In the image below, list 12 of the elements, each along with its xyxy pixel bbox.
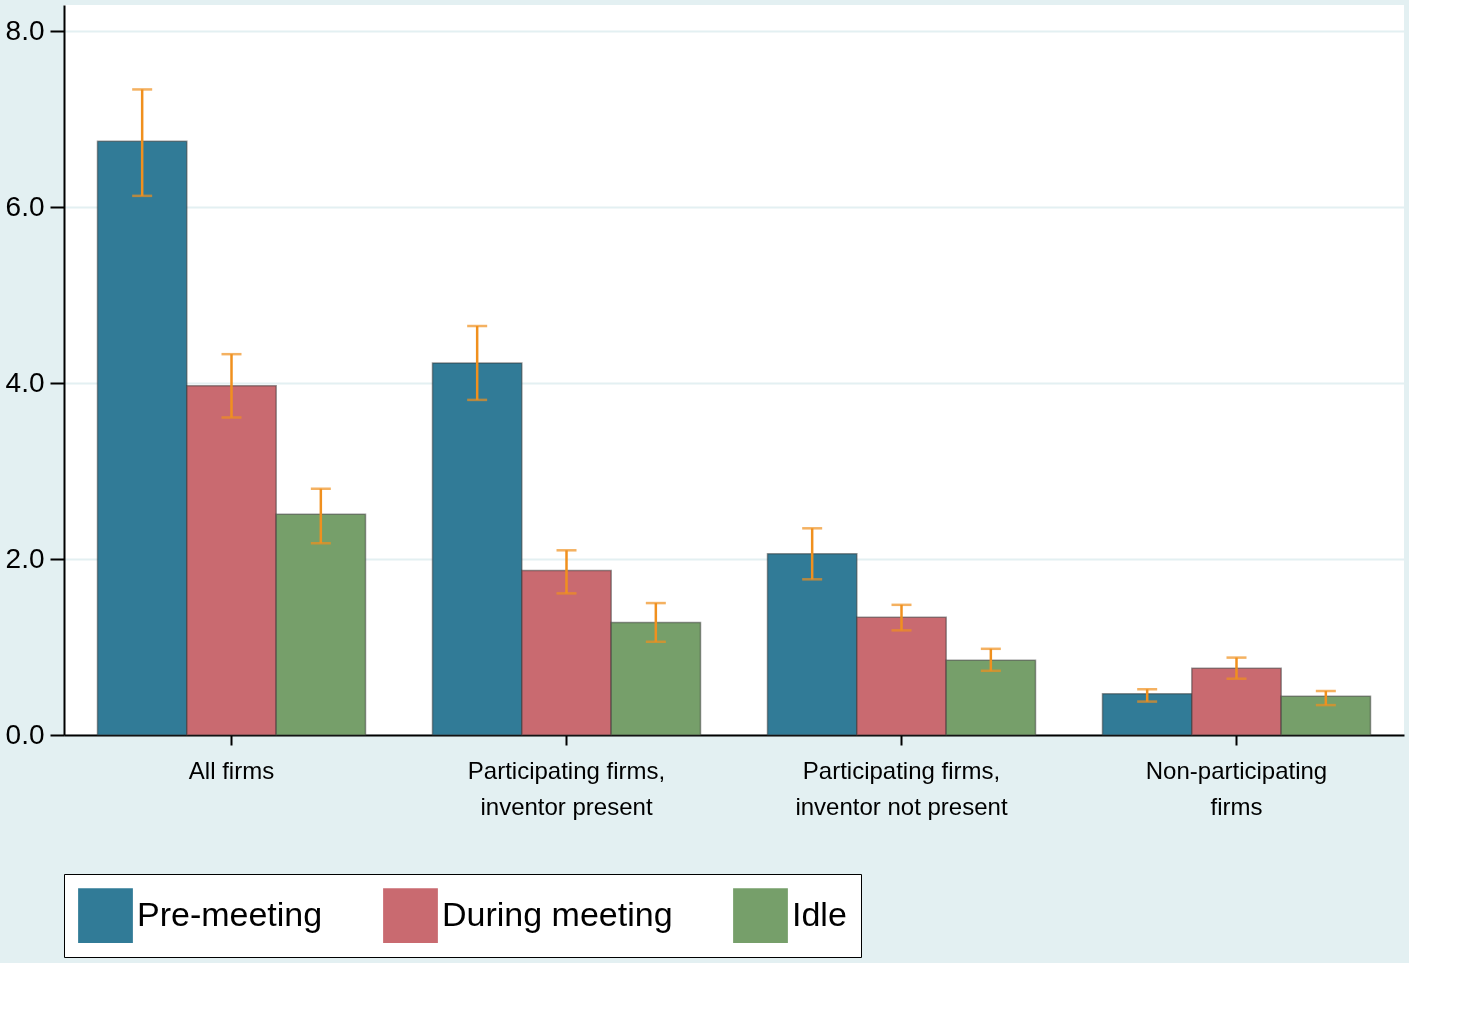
x-tick-label: Participating firms, inventor not present (795, 756, 1008, 820)
y-tick-label: 4.0 (5, 366, 45, 398)
y-tick-label: 8.0 (5, 14, 45, 46)
y-tick-label: 6.0 (5, 190, 45, 222)
y-tick-label: 2.0 (5, 542, 45, 574)
legend-label: Idle (792, 894, 847, 933)
x-tick-label: Non-participating firms (1145, 756, 1328, 820)
x-tick-label: Participating firms, inventor present (467, 756, 666, 820)
y-tick-label: 0.0 (5, 718, 45, 750)
x-tick-label: All firms (188, 756, 275, 784)
legend-label: During meeting (442, 894, 673, 933)
legend-label: Pre-meeting (137, 894, 323, 933)
